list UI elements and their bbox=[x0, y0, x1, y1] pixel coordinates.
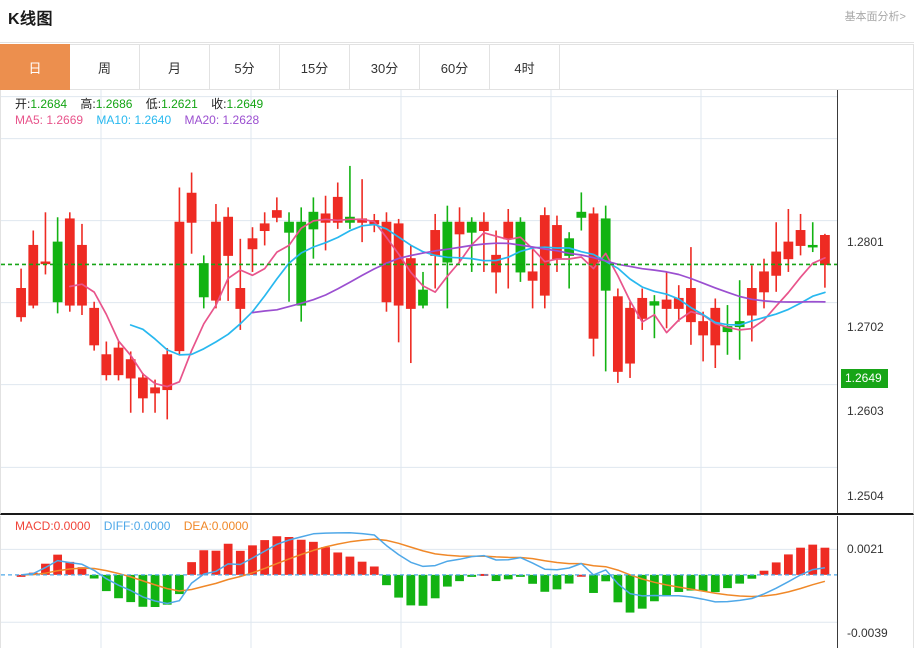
price-chart-canvas[interactable] bbox=[1, 90, 913, 513]
macd-chart-canvas[interactable] bbox=[1, 516, 913, 648]
macd-chart-panel[interactable]: MACD:0.0000 DIFF:0.0000 DEA:0.0000 0.002… bbox=[0, 516, 914, 648]
macd-axis-divider bbox=[837, 516, 838, 648]
tab-month[interactable]: 月 bbox=[140, 44, 210, 90]
price-chart-panel[interactable]: 开:1.2684 高:1.2686 低:1.2621 收:1.2649 MA5:… bbox=[0, 90, 914, 515]
page-header: K线图 基本面分析> bbox=[0, 0, 914, 43]
tab-60min[interactable]: 60分 bbox=[420, 44, 490, 90]
tab-4hour[interactable]: 4时 bbox=[490, 44, 560, 90]
tabbar-filler bbox=[560, 44, 914, 90]
period-tabbar: 日 周 月 5分 15分 30分 60分 4时 bbox=[0, 44, 914, 90]
tab-week[interactable]: 周 bbox=[70, 44, 140, 90]
price-axis-divider bbox=[837, 90, 838, 513]
tab-30min[interactable]: 30分 bbox=[350, 44, 420, 90]
tab-5min[interactable]: 5分 bbox=[210, 44, 280, 90]
tab-day[interactable]: 日 bbox=[0, 44, 70, 90]
fundamental-analysis-link[interactable]: 基本面分析> bbox=[844, 11, 906, 23]
tab-15min[interactable]: 15分 bbox=[280, 44, 350, 90]
page-title: K线图 bbox=[8, 11, 54, 28]
